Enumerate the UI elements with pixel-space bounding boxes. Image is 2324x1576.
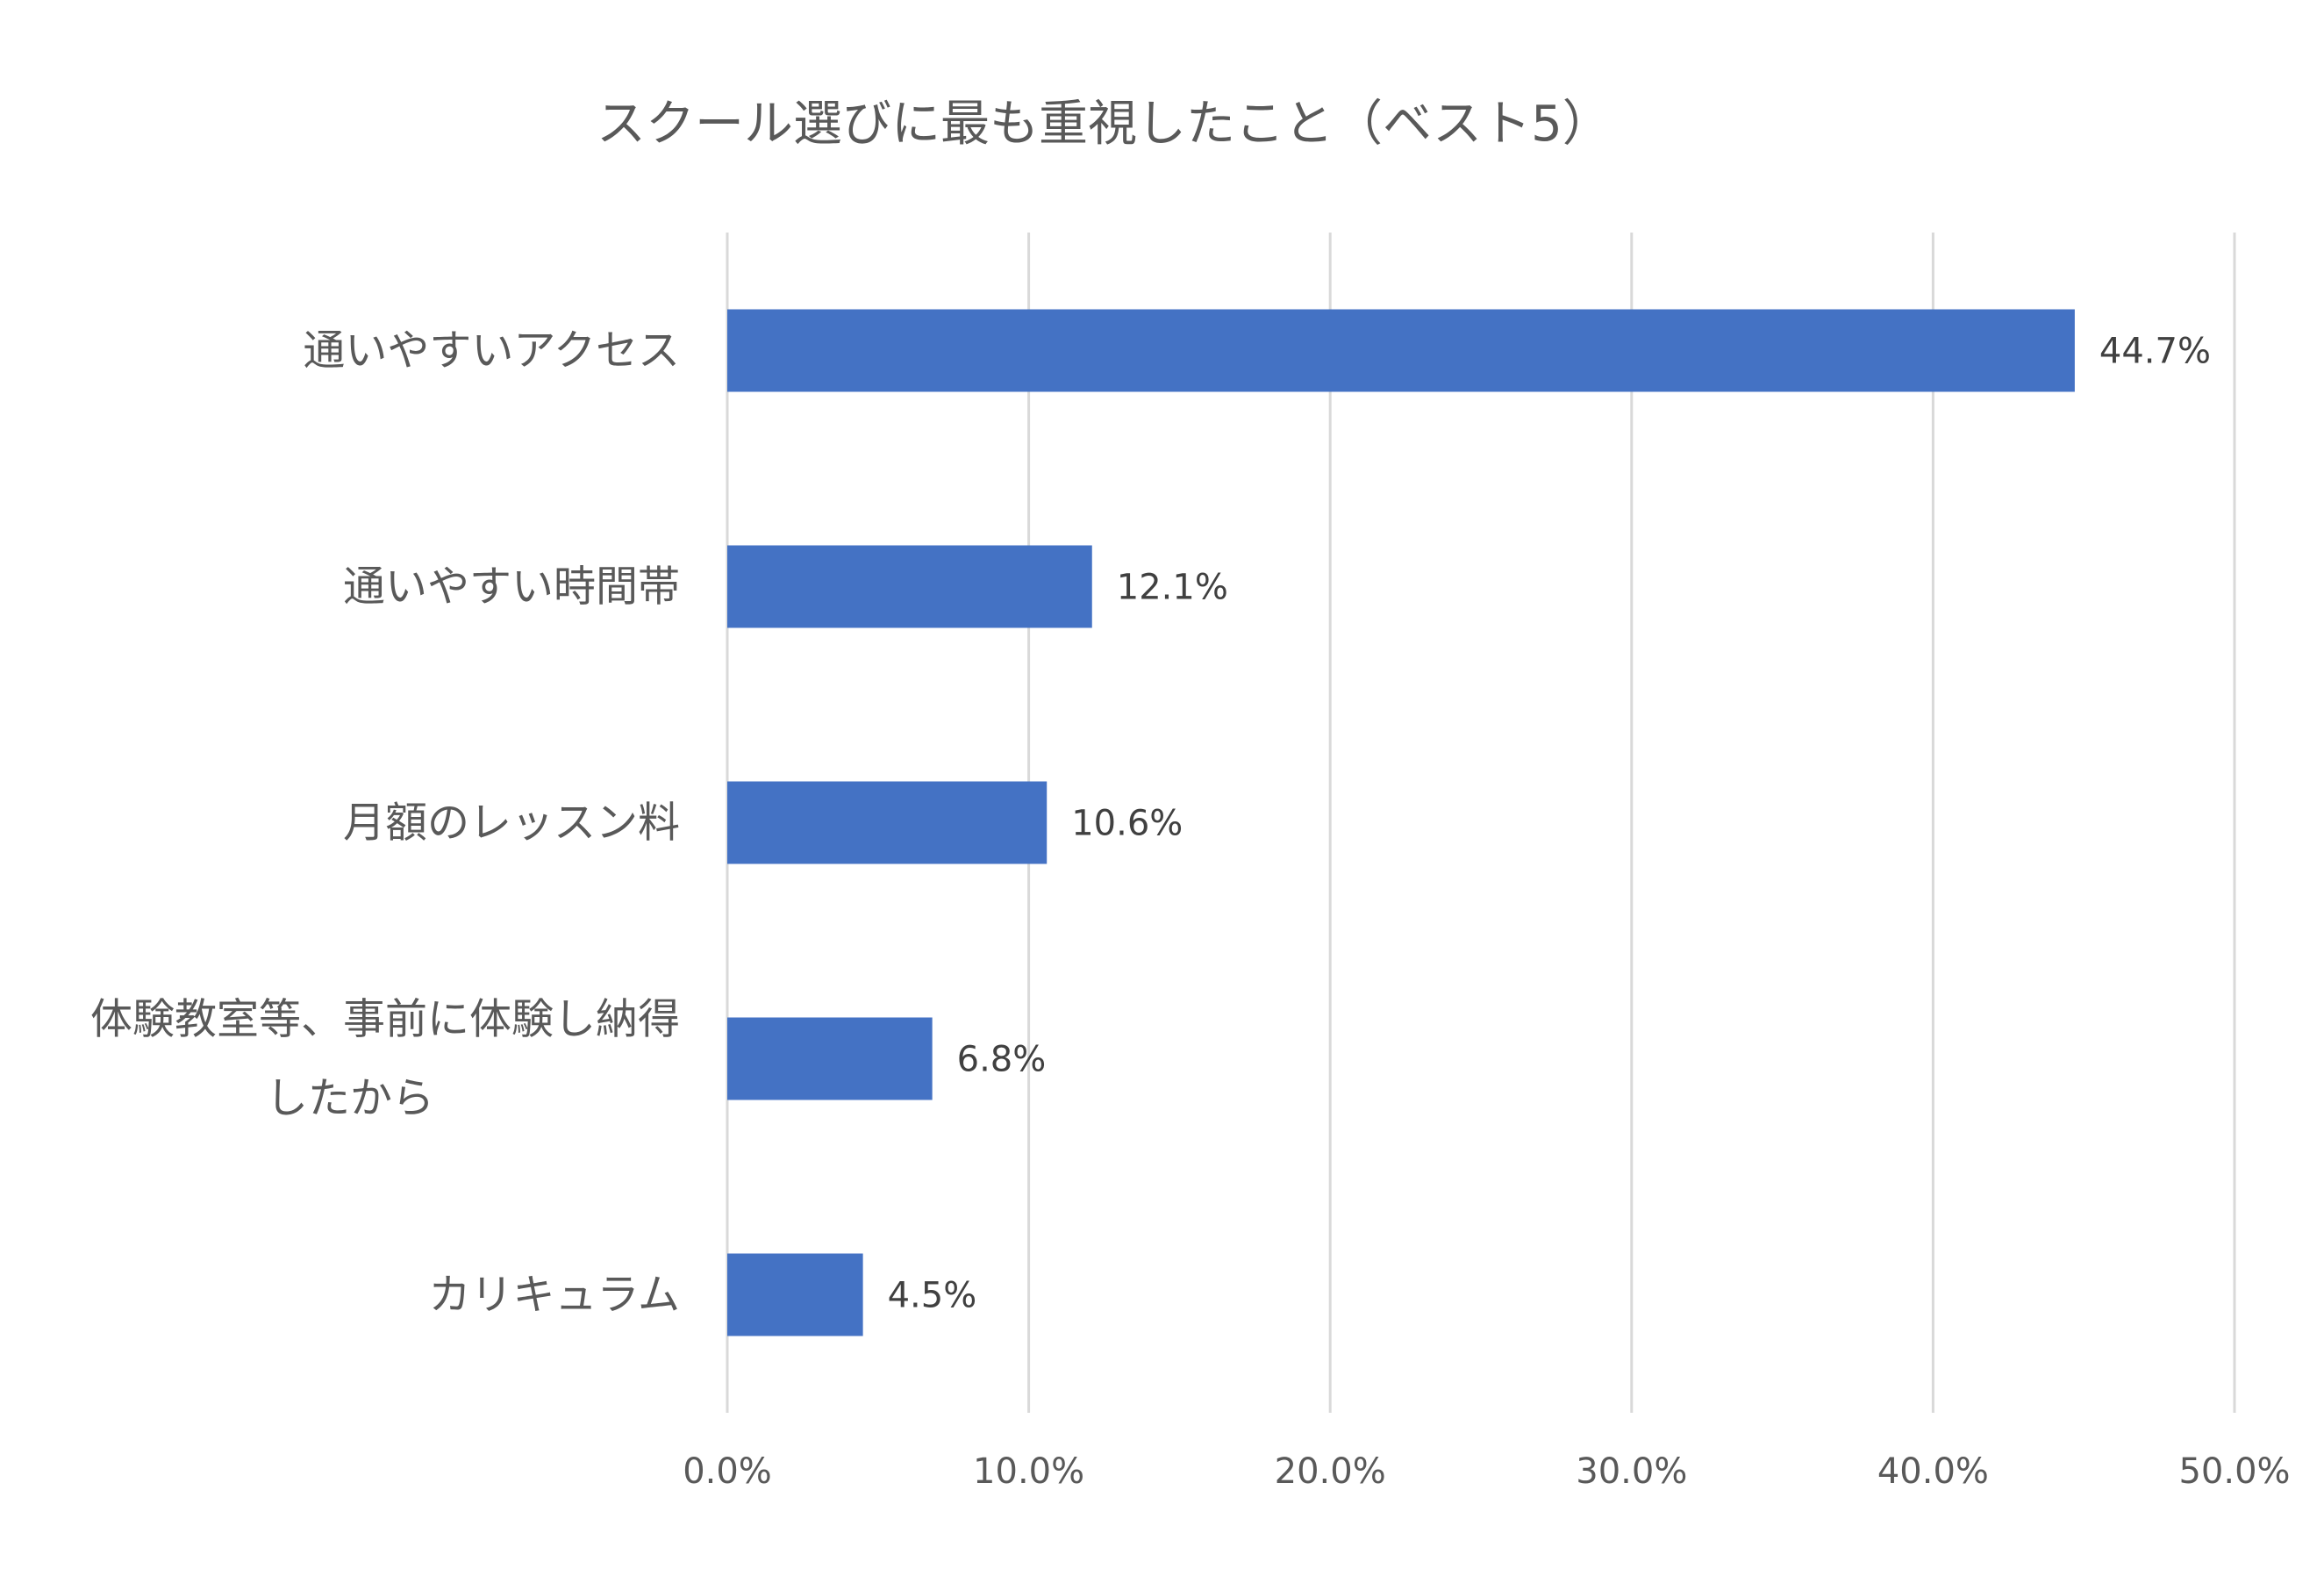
gridlines — [726, 233, 2236, 1413]
x-axis-tick-labels: 0.0% 10.0% 20.0% 30.0% 40.0% 50.0% — [683, 1451, 2290, 1492]
category-label: 体験教室等、事前に体験し納得 — [90, 995, 680, 1044]
category-label: 通いやすい時間帯 — [343, 562, 680, 612]
category-label: 通いやすいアクセス — [303, 326, 680, 376]
category-label: したから — [266, 1074, 434, 1123]
x-tick-label: 20.0% — [1275, 1451, 1386, 1492]
bar — [727, 781, 1048, 864]
category-label: 月額のレッスン料 — [343, 799, 680, 848]
x-tick-label: 50.0% — [2178, 1451, 2290, 1492]
x-tick-label: 10.0% — [973, 1451, 1084, 1492]
x-tick-label: 0.0% — [683, 1451, 772, 1492]
bar — [727, 309, 2075, 392]
bar — [727, 545, 1092, 628]
x-tick-label: 30.0% — [1576, 1451, 1687, 1492]
data-label: 12.1% — [1117, 568, 1228, 608]
category-label: カリキュラム — [428, 1271, 680, 1320]
bar — [727, 1017, 933, 1100]
data-label: 44.7% — [2099, 332, 2211, 372]
bars — [727, 309, 2075, 1336]
category-labels: 通いやすいアクセス通いやすい時間帯月額のレッスン料体験教室等、事前に体験し納得し… — [90, 326, 680, 1320]
x-tick-label: 40.0% — [1877, 1451, 1989, 1492]
data-labels: 44.7% 12.1% 10.6% 6.8% 4.5% — [888, 332, 2211, 1316]
chart-title: スクール選びに最も重視したこと（ベスト5） — [597, 96, 1612, 153]
bar — [727, 1253, 863, 1336]
data-label: 10.6% — [1071, 804, 1183, 844]
data-label: 6.8% — [957, 1040, 1047, 1080]
data-label: 4.5% — [888, 1276, 977, 1316]
